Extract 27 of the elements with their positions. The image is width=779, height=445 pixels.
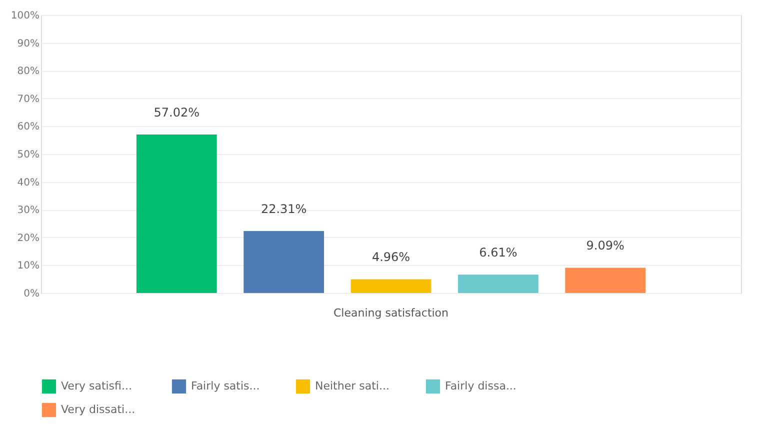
legend-label: Very satisfi... (61, 379, 132, 392)
data-label: 9.09% (586, 238, 624, 253)
bar (244, 230, 324, 293)
bar (350, 279, 432, 293)
bar (458, 274, 538, 293)
y-tick-label: 20% (17, 232, 40, 244)
y-tick-label: 0% (24, 288, 40, 300)
data-label: 57.02% (154, 105, 200, 120)
y-tick-label: 60% (17, 122, 40, 133)
legend-label: Neither sati... (315, 379, 390, 392)
y-tick-label: 80% (17, 66, 40, 78)
legend-label: Fairly satis... (191, 379, 260, 392)
legend-label: Fairly dissa... (445, 379, 516, 392)
y-tick-label: 40% (17, 177, 40, 188)
data-label: 6.61% (479, 246, 518, 260)
y-tick-label: 100% (10, 10, 40, 22)
x-tick-label: Cleaning satisfaction (333, 306, 449, 320)
y-tick-label: 90% (17, 38, 40, 50)
y-tick-label: 10% (17, 260, 40, 272)
y-tick-label: 70% (17, 94, 40, 105)
data-label: 22.31% (260, 202, 307, 216)
legend-label: Very dissati... (61, 403, 136, 416)
data-label: 4.96% (372, 250, 410, 264)
y-tick-label: 50% (17, 150, 40, 160)
y-tick-label: 30% (17, 205, 40, 216)
bar (565, 268, 646, 293)
bar (136, 134, 217, 293)
